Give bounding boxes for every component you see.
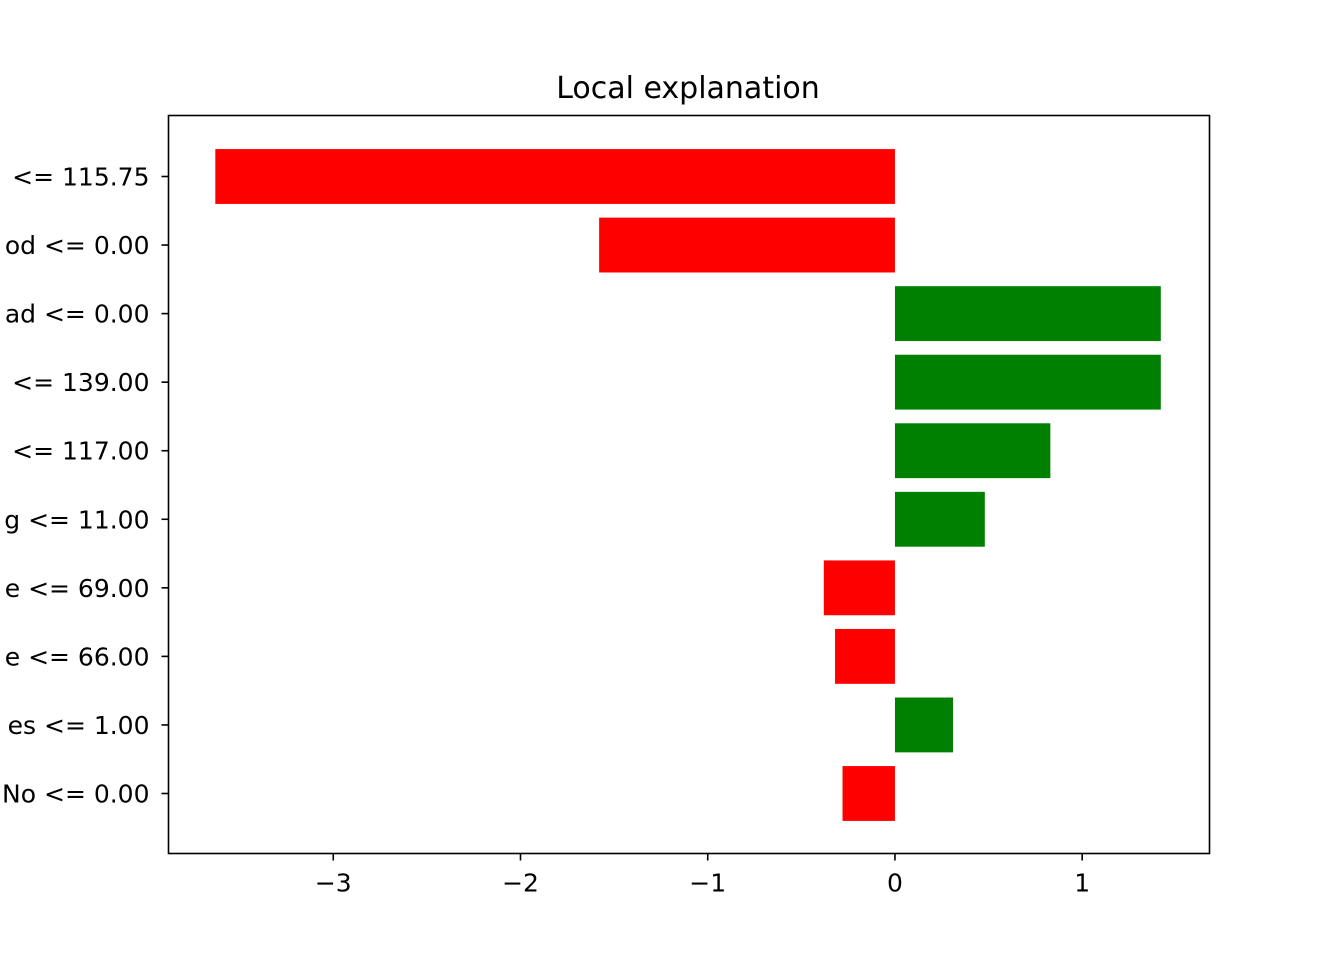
y-tick-label: g <= 11.00 [4,505,149,534]
y-tick-label: <= 115.75 [12,163,149,192]
x-axis-ticks: −3 −2 −1 0 1 [315,853,1090,898]
x-tick-label: −2 [502,869,539,898]
x-tick-label: 0 [887,869,903,898]
bar-9 [842,766,895,821]
bar-7 [835,628,895,684]
x-tick-label: −3 [315,869,352,898]
bar-0 [215,149,895,204]
bar-2 [894,286,1161,342]
y-tick-label: <= 117.00 [12,437,149,466]
x-tick-label: −1 [689,869,726,898]
y-tick-label: e <= 66.00 [5,642,150,671]
bar-8 [894,697,953,753]
bar-5 [894,491,985,547]
bars-group [215,149,1161,821]
y-axis-ticks: <= 115.75 od <= 0.00 ad <= 0.00 <= 139.00 <=… [2,163,169,809]
y-tick-label: od <= 0.00 [5,231,150,260]
plot-area-frame [167,114,1211,855]
bar-4 [894,423,1051,479]
bar-3 [894,354,1161,410]
y-tick-label: es <= 1.00 [8,711,150,740]
y-tick-label: No <= 0.00 [2,780,149,809]
y-tick-label: <= 139.00 [12,368,149,397]
y-tick-label: e <= 69.00 [5,574,150,603]
chart-title: Local explanation [556,71,820,106]
bar-6 [823,560,895,616]
bar-1 [599,217,895,273]
x-tick-label: 1 [1074,869,1090,898]
y-tick-label: ad <= 0.00 [5,300,150,329]
